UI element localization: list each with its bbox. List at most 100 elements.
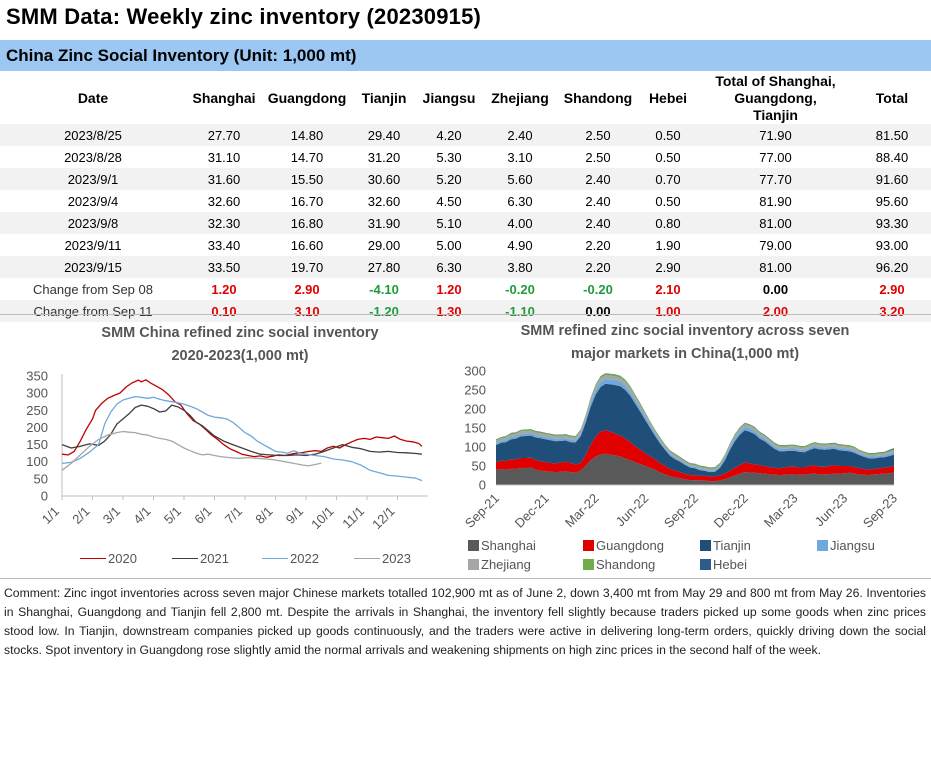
table-cell: 96.20 bbox=[853, 256, 931, 278]
change-row-label: Change from Sep 08 bbox=[33, 281, 153, 297]
table-cell: 27.70 bbox=[186, 124, 262, 146]
x-tick-label: Mar-23 bbox=[761, 491, 801, 531]
y-tick-label: 100 bbox=[26, 454, 48, 469]
x-tick-label: 2/1 bbox=[69, 504, 92, 527]
row-date: 2023/8/28 bbox=[64, 149, 122, 165]
legend-item: 2020 bbox=[80, 551, 137, 566]
legend-item: 2021 bbox=[172, 551, 229, 566]
x-tick-label: Sep-21 bbox=[462, 491, 502, 531]
table-cell: 2.20 bbox=[558, 256, 638, 278]
change-cell: 1.20 bbox=[436, 281, 462, 297]
x-tick-label: 6/1 bbox=[191, 504, 214, 527]
table-cell: 93.30 bbox=[853, 212, 931, 234]
legend-color-swatch bbox=[468, 559, 479, 570]
y-tick-label: 150 bbox=[464, 421, 486, 436]
change-cell: 0.00 bbox=[762, 281, 789, 297]
table-cell: 5.30 bbox=[436, 149, 462, 165]
table-cell: 2.40 bbox=[585, 193, 611, 209]
legend-line-swatch bbox=[80, 558, 106, 559]
y-tick-label: 200 bbox=[464, 402, 486, 417]
table-cell: 0.80 bbox=[638, 212, 698, 234]
table-cell: 81.00 bbox=[698, 212, 853, 234]
table-cell: 16.80 bbox=[262, 212, 352, 234]
y-tick-label: 250 bbox=[26, 403, 48, 418]
area-Guangdong bbox=[496, 430, 894, 482]
series-line-2022 bbox=[61, 395, 423, 482]
table-cell: 4.90 bbox=[507, 237, 533, 253]
y-tick-label: 0 bbox=[41, 489, 48, 504]
x-tick-label: Dec-21 bbox=[512, 491, 552, 531]
table-header-cell: Shandong bbox=[563, 90, 633, 106]
legend-label: 2022 bbox=[290, 551, 319, 566]
table-cell: 14.80 bbox=[262, 124, 352, 146]
table-cell: 88.40 bbox=[875, 149, 909, 165]
table-cell: 4.20 bbox=[416, 124, 482, 146]
table-cell: 91.60 bbox=[853, 168, 931, 190]
x-tick-label: 1/1 bbox=[39, 504, 62, 527]
table-cell: 16.70 bbox=[290, 193, 324, 209]
table-cell: 32.60 bbox=[367, 193, 401, 209]
y-tick-label: 300 bbox=[464, 364, 486, 379]
table-header-cell: Jiangsu bbox=[422, 90, 476, 106]
legend-color-swatch bbox=[817, 540, 828, 551]
x-tick-label: 5/1 bbox=[161, 504, 184, 527]
x-tick-label: Dec-22 bbox=[711, 491, 751, 531]
table-cell: 15.50 bbox=[262, 168, 352, 190]
table-cell: 77.70 bbox=[698, 168, 853, 190]
table-cell: 3.10 bbox=[507, 149, 533, 165]
table-row: 2023/9/11 33.40 16.60 29.00 5.00 4.90 2.20 1.90… bbox=[0, 234, 931, 256]
legend-color-swatch bbox=[583, 540, 594, 551]
legend-color-swatch bbox=[700, 559, 711, 570]
table-cell: 2.40 bbox=[558, 212, 638, 234]
table-row: 2023/9/8 32.30 16.80 31.90 5.10 4.00 2.40 0.80 8… bbox=[0, 212, 931, 234]
table-cell: 2.20 bbox=[585, 237, 611, 253]
legend-label: 2023 bbox=[382, 551, 411, 566]
table-cell: 5.60 bbox=[482, 168, 558, 190]
table-header-cell: Hebei bbox=[648, 90, 688, 106]
legend-label: Jiangsu bbox=[830, 538, 875, 553]
legend-item: Jiangsu bbox=[817, 538, 875, 553]
legend-label: Shandong bbox=[596, 557, 656, 572]
x-tick-label: 11/1 bbox=[339, 504, 367, 532]
table-cell: 14.70 bbox=[290, 149, 324, 165]
legend-label: Hebei bbox=[713, 557, 747, 572]
x-tick-label: Jun-22 bbox=[613, 491, 652, 530]
legend-line-swatch bbox=[354, 558, 380, 559]
table-cell: 31.60 bbox=[186, 168, 262, 190]
table-header-cell: Total bbox=[875, 90, 909, 106]
table-header-cell: Tianjin bbox=[361, 90, 407, 106]
area-Zhejiang bbox=[496, 375, 894, 471]
row-date: 2023/9/15 bbox=[0, 256, 186, 278]
table-cell: 4.00 bbox=[482, 212, 558, 234]
table-cell: 5.00 bbox=[436, 237, 462, 253]
table-cell: 79.00 bbox=[759, 237, 792, 253]
x-tick-label: 3/1 bbox=[100, 504, 123, 527]
inventory-table: Date Shanghai Guangdong Tianjin Jiangsu Zheji… bbox=[0, 73, 931, 322]
page-title: SMM Data: Weekly zinc inventory (2023091… bbox=[6, 4, 482, 29]
legend-color-swatch bbox=[468, 540, 479, 551]
table-banner: China Zinc Social Inventory (Unit: 1,000… bbox=[0, 40, 931, 71]
chart2-area-chart: 0 50 100 150 200 250 300 Sep-21 Dec-21 Mar-22 Jun-… bbox=[462, 364, 900, 531]
x-tick-label: 10/1 bbox=[308, 504, 337, 533]
legend-label: Zhejiang bbox=[481, 557, 531, 572]
legend-item: Tianjin bbox=[700, 538, 751, 553]
legend-line-swatch bbox=[262, 558, 288, 559]
table-cell: 6.30 bbox=[507, 193, 533, 209]
chart2-title: SMM refined zinc social inventory across… bbox=[470, 320, 900, 366]
legend-item: Guangdong bbox=[583, 538, 664, 553]
x-tick-label: Sep-23 bbox=[860, 491, 900, 531]
chart1-title: SMM China refined zinc social inventory … bbox=[20, 322, 460, 368]
change-cell: 2.90 bbox=[879, 281, 905, 297]
legend-item: Hebei bbox=[700, 557, 747, 572]
series-line-2020 bbox=[61, 379, 423, 458]
table-cell: 32.60 bbox=[207, 193, 241, 209]
table-cell: 33.50 bbox=[186, 256, 262, 278]
legend-color-swatch bbox=[583, 559, 594, 570]
table-cell: 16.60 bbox=[290, 237, 324, 253]
table-cell: 4.50 bbox=[436, 193, 462, 209]
table-cell: 6.30 bbox=[416, 256, 482, 278]
table-cell: 71.90 bbox=[698, 124, 853, 146]
table-cell: 2.50 bbox=[558, 124, 638, 146]
chart2-title-line-1: SMM refined zinc social inventory across… bbox=[520, 323, 850, 339]
table-header-cell: Date bbox=[77, 90, 109, 106]
